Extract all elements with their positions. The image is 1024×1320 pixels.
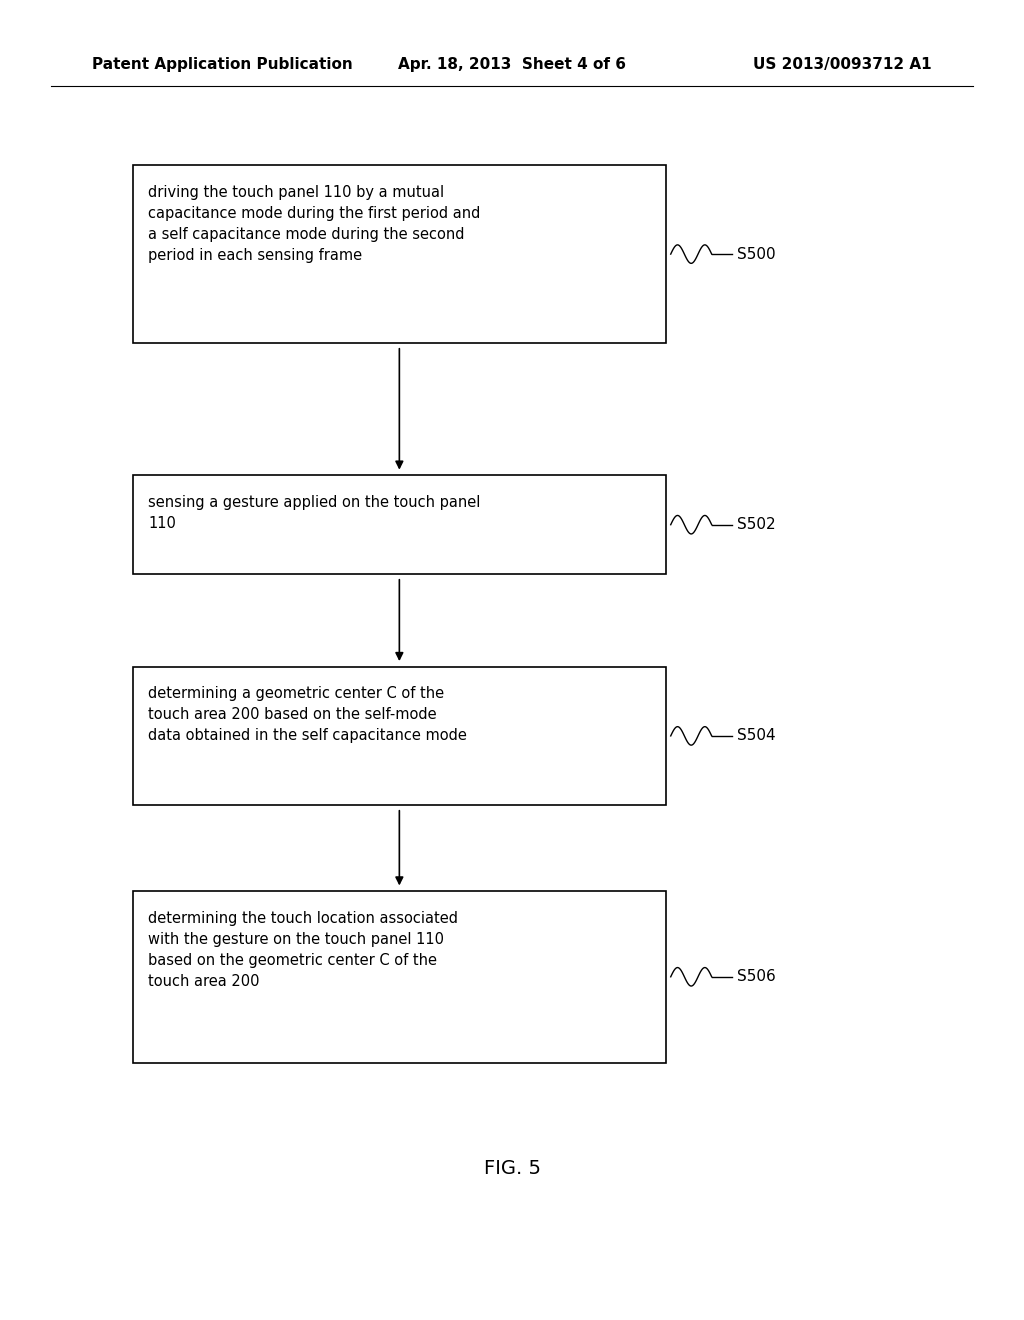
Text: S500: S500 [737, 247, 776, 261]
Text: FIG. 5: FIG. 5 [483, 1159, 541, 1177]
Text: determining a geometric center C of the
touch area 200 based on the self-mode
da: determining a geometric center C of the … [148, 686, 467, 743]
Text: US 2013/0093712 A1: US 2013/0093712 A1 [754, 57, 932, 71]
Text: driving the touch panel 110 by a mutual
capacitance mode during the first period: driving the touch panel 110 by a mutual … [148, 185, 481, 263]
Text: Apr. 18, 2013  Sheet 4 of 6: Apr. 18, 2013 Sheet 4 of 6 [398, 57, 626, 71]
Text: S502: S502 [737, 517, 776, 532]
Text: Patent Application Publication: Patent Application Publication [92, 57, 353, 71]
Text: sensing a gesture applied on the touch panel
110: sensing a gesture applied on the touch p… [148, 495, 481, 531]
FancyBboxPatch shape [133, 165, 666, 343]
FancyBboxPatch shape [133, 475, 666, 574]
FancyBboxPatch shape [133, 667, 666, 805]
FancyBboxPatch shape [133, 891, 666, 1063]
Text: S504: S504 [737, 729, 776, 743]
Text: S506: S506 [737, 969, 776, 985]
Text: determining the touch location associated
with the gesture on the touch panel 11: determining the touch location associate… [148, 911, 459, 989]
